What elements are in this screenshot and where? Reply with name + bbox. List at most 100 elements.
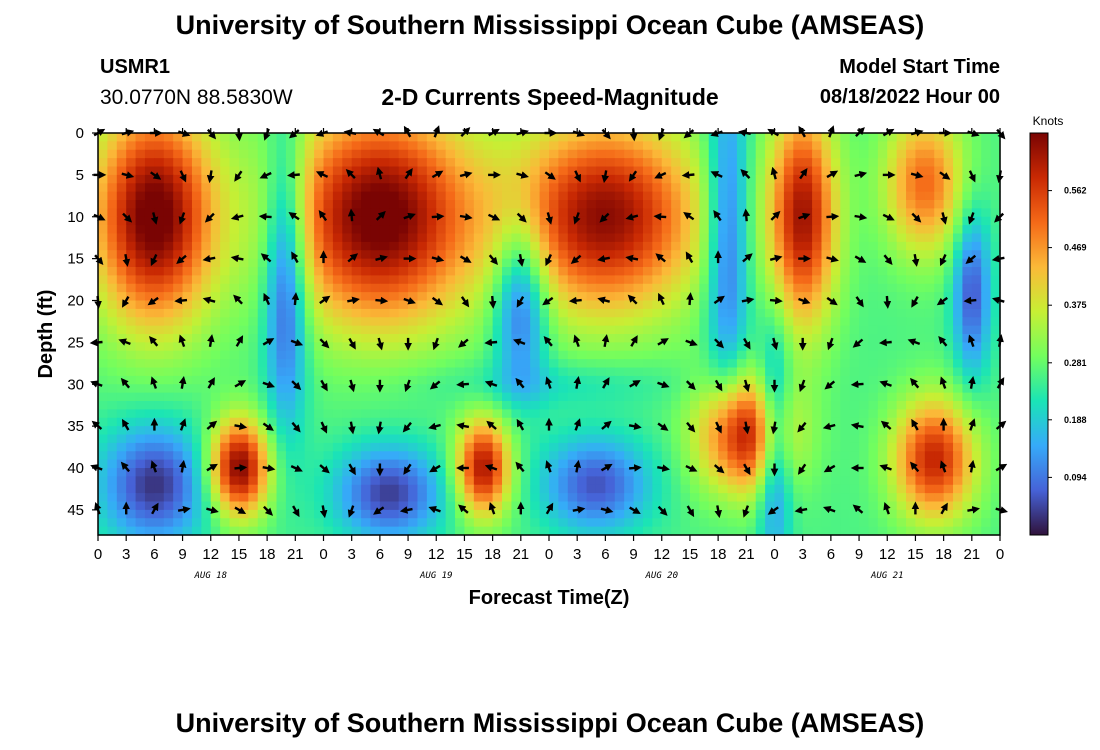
heatmap-cell — [821, 141, 832, 151]
heatmap-cell — [736, 359, 747, 369]
heatmap-cell — [502, 426, 513, 436]
heatmap-cell — [661, 451, 672, 461]
heatmap-cell — [398, 225, 409, 235]
heatmap-cell — [98, 417, 108, 427]
heatmap-cell — [295, 442, 306, 452]
heatmap-cell — [680, 308, 691, 318]
current-vector-arrow — [122, 212, 133, 223]
heatmap-cell — [849, 325, 860, 335]
heatmap-cell — [981, 392, 992, 402]
current-vector-arrow — [968, 212, 976, 225]
heatmap-cell — [943, 375, 954, 385]
heatmap-cell — [774, 392, 785, 402]
heatmap-cell — [144, 200, 155, 209]
heatmap-cell — [135, 283, 146, 293]
heatmap-cell — [830, 133, 841, 142]
heatmap-cell — [144, 342, 155, 352]
heatmap-cell — [802, 283, 813, 293]
heatmap-cell — [783, 308, 794, 318]
heatmap-cell — [671, 149, 682, 159]
heatmap-cell — [483, 350, 494, 360]
heatmap-cell — [238, 233, 249, 243]
heatmap-cell — [708, 283, 719, 293]
heatmap-cell — [642, 342, 653, 352]
heatmap-cell — [605, 141, 616, 151]
heatmap-cell — [924, 275, 935, 285]
heatmap-cell — [191, 300, 202, 310]
heatmap-cell — [173, 200, 184, 209]
heatmap-cell — [652, 317, 663, 327]
heatmap-cell — [549, 451, 559, 461]
heatmap-cell — [633, 200, 644, 209]
heatmap-cell — [558, 417, 569, 427]
heatmap-cell — [163, 133, 174, 142]
heatmap-cell — [577, 350, 588, 360]
heatmap-cell — [220, 484, 231, 494]
heatmap-cell — [436, 191, 447, 201]
heatmap-cell — [793, 141, 804, 151]
heatmap-cell — [915, 200, 926, 209]
heatmap-cell — [389, 216, 400, 226]
heatmap-cell — [765, 183, 776, 193]
heatmap-cell — [990, 334, 1001, 343]
heatmap-cell — [135, 200, 146, 209]
heatmap-cell — [774, 216, 785, 226]
heatmap-cell — [201, 459, 212, 469]
current-vector-arrow — [685, 380, 696, 391]
heatmap-cell — [859, 208, 870, 218]
heatmap-cell — [943, 292, 954, 302]
heatmap-cell — [276, 200, 287, 209]
heatmap-cell — [191, 334, 202, 343]
heatmap-cell — [135, 225, 146, 235]
heatmap-cell — [793, 392, 804, 402]
heatmap-cell — [962, 426, 973, 436]
heatmap-cell — [605, 526, 616, 536]
heatmap-cell — [802, 459, 813, 469]
heatmap-cell — [342, 133, 353, 142]
heatmap-cell — [285, 258, 296, 268]
current-vector-arrow — [883, 501, 891, 515]
heatmap-cell — [238, 149, 249, 159]
heatmap-cell — [896, 216, 907, 226]
current-vector-arrow — [545, 253, 553, 267]
heatmap-cell — [351, 208, 362, 218]
heatmap-cell — [859, 476, 870, 486]
current-vector-arrow — [714, 338, 725, 349]
heatmap-cell — [361, 216, 372, 226]
heatmap-cell — [877, 183, 888, 193]
heatmap-cell — [765, 426, 776, 436]
heatmap-cell — [755, 208, 766, 218]
current-vector-arrow — [573, 376, 582, 389]
heatmap-cell — [492, 468, 503, 477]
heatmap-cell — [849, 183, 860, 193]
heatmap-cell — [981, 359, 992, 369]
heatmap-cell — [765, 409, 776, 419]
heatmap-cell — [605, 225, 616, 235]
heatmap-cell — [417, 468, 428, 477]
heatmap-cell — [567, 275, 578, 285]
heatmap-cell — [417, 417, 428, 427]
heatmap-cell — [990, 149, 1001, 159]
current-vector-arrow — [315, 171, 329, 179]
heatmap-cell — [436, 317, 447, 327]
heatmap-cell — [530, 258, 541, 268]
heatmap-cell — [323, 350, 334, 360]
heatmap-cell — [736, 283, 747, 293]
heatmap-cell — [708, 166, 719, 176]
heatmap-cell — [924, 468, 935, 477]
heatmap-cell — [896, 275, 907, 285]
heatmap-cell — [793, 208, 804, 218]
heatmap-cell — [370, 133, 381, 142]
heatmap-cell — [689, 417, 700, 427]
heatmap-cell — [285, 409, 296, 419]
heatmap-cell — [398, 317, 409, 327]
heatmap-cell — [689, 258, 700, 268]
heatmap-cell — [943, 275, 954, 285]
heatmap-cell — [436, 359, 447, 369]
heatmap-cell — [455, 359, 466, 369]
current-vector-arrow — [602, 377, 610, 389]
heatmap-cell — [971, 518, 982, 528]
heatmap-cell — [351, 526, 362, 536]
heatmap-cell — [502, 267, 513, 276]
heatmap-cell — [802, 350, 813, 360]
